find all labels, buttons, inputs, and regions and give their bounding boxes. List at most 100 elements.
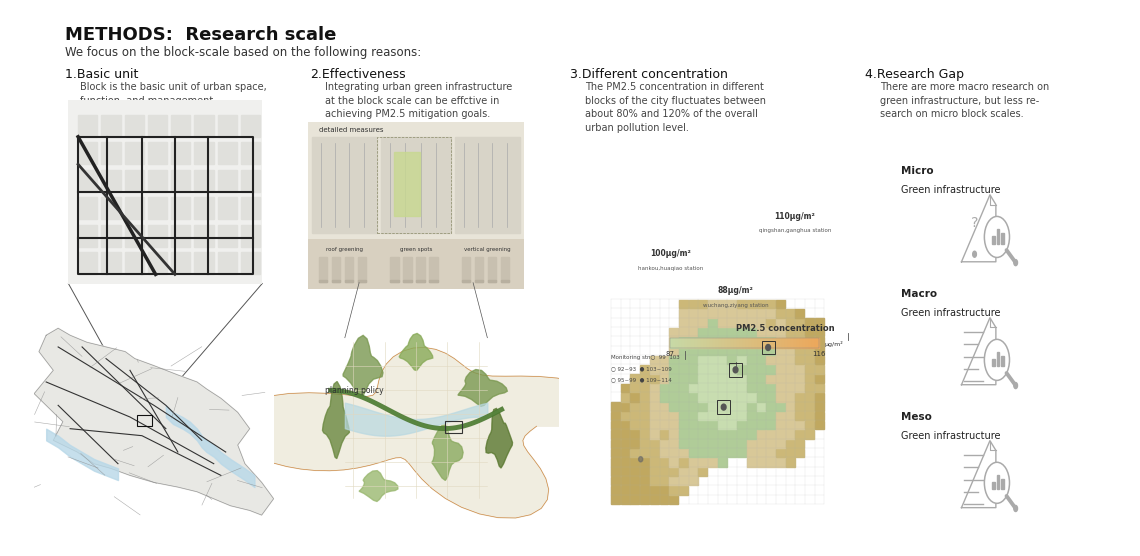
Bar bbox=[776, 338, 780, 348]
Bar bbox=[708, 421, 717, 429]
Bar bbox=[669, 439, 678, 448]
Bar bbox=[241, 115, 260, 137]
Bar bbox=[500, 280, 510, 281]
Bar bbox=[766, 421, 775, 429]
Bar bbox=[992, 359, 995, 366]
Text: Macro: Macro bbox=[901, 289, 937, 299]
Bar bbox=[738, 365, 746, 374]
Bar bbox=[747, 439, 756, 448]
Bar bbox=[679, 356, 687, 364]
Bar bbox=[641, 495, 649, 504]
Bar bbox=[757, 439, 765, 448]
Bar bbox=[805, 393, 814, 401]
Text: 88μg/m²: 88μg/m² bbox=[717, 286, 754, 295]
Bar bbox=[218, 225, 237, 247]
Bar bbox=[611, 402, 620, 411]
Text: ?: ? bbox=[971, 216, 978, 230]
Bar bbox=[699, 421, 707, 429]
Text: Green infrastructure: Green infrastructure bbox=[901, 185, 1000, 195]
Bar bbox=[500, 257, 510, 281]
Circle shape bbox=[638, 456, 643, 462]
Bar bbox=[611, 411, 620, 420]
Bar bbox=[455, 137, 520, 234]
Bar bbox=[630, 476, 640, 485]
Bar bbox=[699, 411, 707, 420]
Bar bbox=[727, 374, 736, 383]
Bar bbox=[650, 468, 659, 476]
Bar bbox=[679, 338, 683, 348]
Bar bbox=[679, 384, 687, 392]
Bar bbox=[727, 365, 736, 374]
Bar bbox=[734, 338, 736, 348]
Bar bbox=[776, 421, 784, 429]
Bar bbox=[806, 338, 809, 348]
Bar bbox=[815, 337, 824, 346]
Bar bbox=[394, 152, 421, 216]
Bar bbox=[641, 486, 649, 495]
Bar bbox=[611, 449, 620, 458]
Bar bbox=[390, 280, 399, 281]
Bar bbox=[727, 338, 731, 348]
Bar bbox=[727, 337, 736, 346]
Bar bbox=[124, 225, 144, 247]
Bar bbox=[791, 338, 795, 348]
Bar bbox=[707, 338, 709, 348]
Bar bbox=[621, 393, 629, 401]
Bar bbox=[738, 346, 746, 355]
Bar bbox=[813, 338, 815, 348]
Circle shape bbox=[984, 339, 1010, 380]
Bar bbox=[815, 393, 824, 401]
Bar bbox=[804, 338, 806, 348]
Bar bbox=[621, 458, 629, 466]
Bar bbox=[800, 338, 804, 348]
Bar bbox=[738, 393, 746, 401]
Bar bbox=[757, 411, 765, 420]
Bar bbox=[776, 430, 784, 439]
Text: Monitoring stn○  99  103: Monitoring stn○ 99 103 bbox=[611, 355, 679, 360]
Bar bbox=[78, 142, 98, 165]
Bar bbox=[785, 458, 795, 466]
Bar bbox=[757, 430, 765, 439]
Bar bbox=[780, 338, 782, 348]
Bar bbox=[660, 458, 668, 466]
Text: planning policy: planning policy bbox=[325, 386, 383, 395]
Bar bbox=[708, 365, 717, 374]
Text: 100μg/m²: 100μg/m² bbox=[650, 249, 691, 258]
Bar bbox=[679, 439, 687, 448]
Bar bbox=[738, 384, 746, 392]
Bar bbox=[727, 300, 736, 309]
Bar bbox=[747, 319, 756, 327]
Bar bbox=[679, 468, 687, 476]
Text: 87: 87 bbox=[666, 351, 675, 357]
Bar bbox=[699, 402, 707, 411]
Bar bbox=[747, 393, 756, 401]
Bar bbox=[390, 257, 399, 281]
Bar bbox=[124, 197, 144, 219]
Bar bbox=[712, 338, 716, 348]
Bar bbox=[815, 374, 824, 383]
Bar bbox=[708, 430, 717, 439]
Bar bbox=[689, 374, 698, 383]
Bar bbox=[1001, 479, 1004, 489]
Bar bbox=[621, 486, 629, 495]
Bar bbox=[679, 476, 687, 485]
Bar bbox=[679, 327, 687, 336]
Bar bbox=[1001, 356, 1004, 366]
Bar bbox=[776, 346, 784, 355]
Bar bbox=[815, 402, 824, 411]
Bar bbox=[805, 346, 814, 355]
Bar bbox=[611, 421, 620, 429]
Bar bbox=[670, 338, 819, 348]
Bar bbox=[641, 458, 649, 466]
Circle shape bbox=[984, 462, 1010, 503]
Bar bbox=[621, 468, 629, 476]
Bar bbox=[660, 374, 668, 383]
Bar bbox=[630, 421, 640, 429]
Bar bbox=[727, 449, 736, 458]
Bar bbox=[718, 393, 726, 401]
Bar bbox=[194, 252, 214, 275]
Bar bbox=[996, 475, 1000, 489]
Bar bbox=[689, 421, 698, 429]
Text: We focus on the block-scale based on the following reasons:: We focus on the block-scale based on the… bbox=[65, 46, 422, 59]
Bar bbox=[670, 338, 674, 348]
